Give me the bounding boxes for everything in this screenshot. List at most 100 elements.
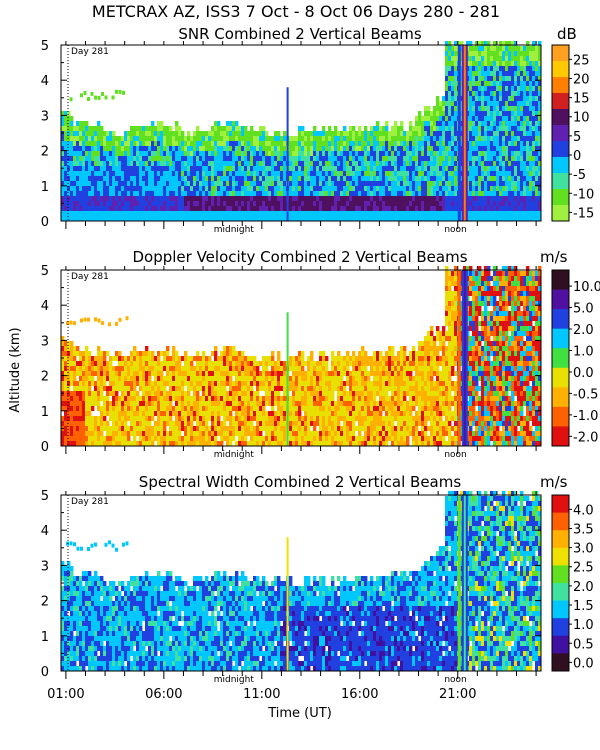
heatmap-cell (487, 166, 491, 171)
heatmap-cell (70, 151, 74, 156)
heatmap-cell (505, 71, 509, 76)
heatmap-cell (358, 211, 362, 216)
heatmap-cell (157, 166, 161, 171)
heatmap-cell (202, 431, 206, 436)
heatmap-cell (214, 181, 218, 186)
heatmap-cell (220, 421, 224, 426)
heatmap-cell (259, 191, 263, 196)
heatmap-cell (352, 146, 356, 151)
heatmap-cell (88, 176, 92, 181)
heatmap-cell (388, 141, 392, 146)
heatmap-cell (370, 191, 374, 196)
heatmap-cell (235, 421, 239, 426)
heatmap-cell (472, 111, 476, 116)
heatmap-cell (523, 166, 527, 171)
heatmap-cell (100, 166, 104, 171)
heatmap-cell (235, 176, 239, 181)
heatmap-cell (83, 90, 87, 95)
heatmap-cell (427, 216, 431, 221)
heatmap-cell (226, 151, 230, 156)
heatmap-cell (148, 146, 152, 151)
heatmap-cell (499, 111, 503, 116)
heatmap-cell (265, 381, 269, 386)
heatmap-cell (448, 196, 452, 201)
heatmap-cell (241, 396, 245, 401)
heatmap-cell (169, 136, 173, 141)
heatmap-cell (259, 436, 263, 441)
heatmap-cell (196, 161, 200, 166)
heatmap-cell (391, 136, 395, 141)
heatmap-cell (253, 211, 257, 216)
heatmap-cell (217, 201, 221, 206)
heatmap-cell (202, 436, 206, 441)
heatmap-cell (283, 156, 287, 161)
heatmap-cell (214, 166, 218, 171)
heatmap-cell (175, 146, 179, 151)
heatmap-cell (283, 191, 287, 196)
heatmap-cell (244, 441, 248, 446)
heatmap-cell (448, 96, 452, 101)
heatmap-cell (139, 166, 143, 171)
heatmap-cell (160, 181, 164, 186)
heatmap-cell (445, 181, 449, 186)
heatmap-cell (538, 66, 542, 71)
heatmap-cell (166, 156, 170, 161)
heatmap-cell (229, 366, 233, 371)
heatmap-cell (100, 126, 104, 131)
heatmap-cell (199, 181, 203, 186)
heatmap-cell (262, 176, 266, 181)
heatmap-cell (139, 431, 143, 436)
heatmap-cell (127, 166, 131, 171)
heatmap-cell (319, 146, 323, 151)
heatmap-cell (88, 186, 92, 191)
heatmap-cell (388, 206, 392, 211)
heatmap-cell (343, 166, 347, 171)
heatmap-cell (142, 371, 146, 376)
heatmap-cell (205, 181, 209, 186)
heatmap-cell (265, 396, 269, 401)
heatmap-cell (481, 166, 485, 171)
heatmap-cell (271, 171, 275, 176)
heatmap-cell (388, 131, 392, 136)
heatmap-cell (67, 431, 71, 436)
heatmap-cell (97, 366, 101, 371)
heatmap-cell (166, 211, 170, 216)
heatmap-cell (88, 126, 92, 131)
heatmap-cell (424, 111, 428, 116)
heatmap-cell (514, 61, 518, 66)
heatmap-cell (214, 416, 218, 421)
heatmap-cell (244, 396, 248, 401)
heatmap-cell (82, 216, 86, 221)
heatmap-cell (187, 381, 191, 386)
heatmap-cell (208, 216, 212, 221)
heatmap-cell (448, 181, 452, 186)
heatmap-cell (121, 161, 125, 166)
heatmap-cell (385, 206, 389, 211)
heatmap-cell (229, 441, 233, 446)
heatmap-cell (91, 181, 95, 186)
heatmap-cell (529, 116, 533, 121)
heatmap-cell (511, 116, 515, 121)
heatmap-cell (499, 96, 503, 101)
heatmap-cell (442, 171, 446, 176)
heatmap-cell (505, 91, 509, 96)
heatmap-cell (538, 196, 542, 201)
heatmap-cell (274, 166, 278, 171)
heatmap-cell (175, 161, 179, 166)
heatmap-cell (520, 211, 524, 216)
heatmap-cell (277, 156, 281, 161)
heatmap-cell (85, 186, 89, 191)
heatmap-cell (163, 131, 167, 136)
heatmap-cell (529, 206, 533, 211)
heatmap-cell (367, 131, 371, 136)
heatmap-cell (88, 386, 92, 391)
heatmap-cell (313, 171, 317, 176)
heatmap-cell (502, 46, 506, 51)
heatmap-cell (187, 196, 191, 201)
heatmap-cell (379, 186, 383, 191)
heatmap-cell (490, 91, 494, 96)
heatmap-cell (532, 211, 536, 216)
heatmap-cell (229, 191, 233, 196)
heatmap-cell (142, 366, 146, 371)
heatmap-cell (355, 191, 359, 196)
